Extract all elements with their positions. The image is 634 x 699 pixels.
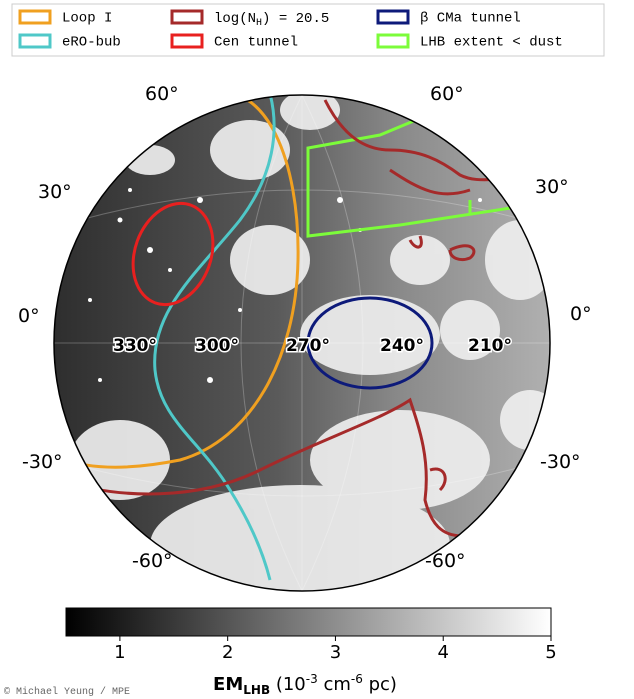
lhb-contour	[306, 108, 531, 238]
lon-label: 240°	[380, 336, 424, 356]
legend-label-part: log(N	[214, 11, 256, 27]
legend-label: Cen tunnel	[214, 35, 298, 51]
contours	[59, 95, 531, 581]
colorbar-label: EMLHB (10-3 cm-6 pc)	[213, 672, 397, 697]
lon-label: 330°	[113, 336, 157, 356]
lat-label: -60°	[132, 550, 173, 572]
colorbar: 1 2 3 4 5	[65, 607, 557, 663]
legend-swatch	[376, 33, 410, 49]
lat-label: 30°	[535, 176, 569, 198]
legend-label: log(NH) = 20.5	[214, 11, 329, 29]
legend: Loop I eRO-bub log(NH) = 20.5 Cen tunnel…	[11, 3, 605, 57]
longitude-labels: 330° 300° 270° 240° 210°	[112, 335, 514, 358]
bcma-tunnel	[306, 296, 434, 390]
lat-label: 0°	[570, 303, 592, 325]
colorbar-tick-label: 2	[222, 642, 233, 663]
graticule	[54, 95, 550, 591]
map-border	[53, 94, 551, 592]
legend-label: eRO-bub	[62, 35, 121, 51]
credit: © Michael Yeung / MPE	[4, 686, 130, 698]
lat-label: -60°	[425, 550, 466, 572]
colorbar-tick-label: 5	[545, 642, 556, 663]
label-sub: LHB	[243, 683, 270, 697]
legend-label: LHB extent < dust	[420, 35, 563, 51]
nh-contour	[59, 397, 471, 538]
legend-swatch	[170, 33, 204, 49]
legend-swatch	[376, 9, 410, 25]
legend-swatch	[18, 33, 52, 49]
lon-label: 210°	[468, 336, 512, 356]
latitude-labels: 60° 30° 0° -30° -60° 60° 30° 0° -30° -60…	[18, 83, 592, 572]
legend-label: Loop I	[62, 11, 112, 27]
lat-label: -30°	[540, 451, 581, 473]
lon-label: 300°	[195, 336, 239, 356]
legend-swatch	[170, 9, 204, 25]
label-part: cm	[318, 674, 351, 695]
lat-label: 30°	[38, 181, 72, 203]
label-part: pc)	[363, 674, 397, 695]
colorbar-gradient	[65, 607, 552, 637]
label-sup: -6	[351, 672, 363, 686]
legend-swatch	[18, 9, 52, 25]
cen-tunnel	[131, 201, 215, 307]
label-sup: -3	[306, 672, 318, 686]
legend-label-part: ) = 20.5	[262, 11, 329, 27]
lon-label: 270°	[286, 336, 330, 356]
colorbar-tick-label: 1	[114, 642, 125, 663]
lat-label: 60°	[145, 83, 179, 105]
lat-label: -30°	[22, 451, 63, 473]
ero-bub-contour	[153, 95, 276, 581]
nh-contour	[323, 99, 531, 262]
lat-label: 0°	[18, 305, 40, 327]
lat-label: 60°	[430, 83, 464, 105]
colorbar-tick-label: 3	[330, 642, 341, 663]
legend-label-sub: H	[256, 18, 262, 29]
label-part: (10	[270, 674, 306, 695]
colorbar-tick-label: 4	[437, 642, 448, 663]
legend-label: β CMa tunnel	[420, 11, 521, 27]
legend-box	[11, 3, 605, 57]
label-part: EM	[213, 674, 243, 695]
